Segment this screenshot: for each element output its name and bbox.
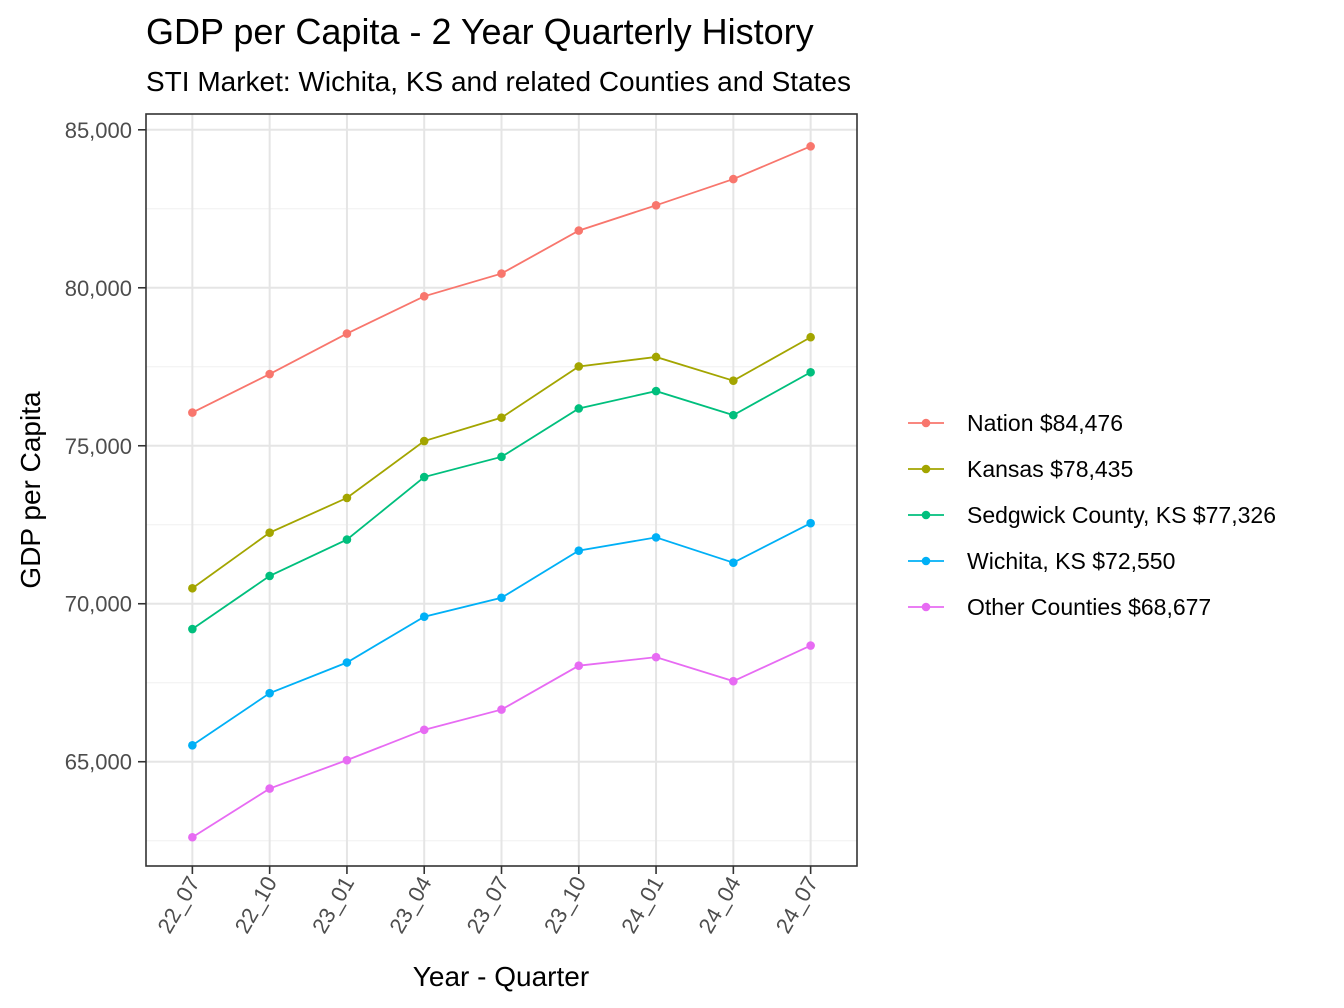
data-point: [419, 612, 429, 622]
series-0: [188, 142, 815, 417]
y-tick-label: 80,000: [65, 276, 132, 301]
y-axis-title: GDP per Capita: [15, 391, 46, 589]
data-point: [342, 755, 352, 765]
legend-key-point: [921, 418, 931, 428]
y-tick-label: 85,000: [65, 118, 132, 143]
y-tick-label: 75,000: [65, 434, 132, 459]
legend-label: Wichita, KS $72,550: [967, 548, 1175, 574]
series-4: [188, 641, 815, 842]
data-point: [651, 352, 661, 362]
legend-label: Other Counties $68,677: [967, 594, 1211, 620]
data-point: [806, 641, 815, 650]
data-point: [497, 593, 506, 603]
series-1: [188, 332, 815, 593]
legend-item: Other Counties $68,677: [908, 594, 1211, 620]
y-tick-label: 70,000: [65, 592, 132, 617]
legend-label: Kansas $78,435: [967, 456, 1133, 482]
data-point: [729, 558, 738, 567]
data-point: [265, 369, 274, 379]
legend-key-point: [921, 464, 931, 474]
data-point: [497, 452, 506, 462]
x-axis: 22_07 22_10 23_01 23_04 23_07 23_10 24_01 24_04…: [152, 866, 823, 937]
legend-key-point: [921, 510, 931, 520]
data-point: [342, 329, 352, 338]
data-point: [574, 362, 584, 371]
legend-item: Wichita, KS $72,550: [908, 548, 1175, 574]
data-point: [188, 583, 197, 593]
data-point: [651, 386, 661, 396]
data-point: [419, 472, 429, 482]
series-2: [188, 367, 815, 634]
x-tick-label: 23_01: [307, 872, 359, 937]
data-point: [729, 676, 738, 686]
data-point: [188, 741, 197, 750]
data-point: [342, 535, 352, 544]
data-point: [188, 832, 197, 842]
data-point: [574, 226, 584, 235]
chart-title: GDP per Capita - 2 Year Quarterly Histor…: [146, 11, 814, 52]
data-point: [651, 201, 661, 210]
x-tick-label: 22_10: [230, 872, 282, 937]
data-point: [265, 528, 274, 537]
data-point: [574, 546, 584, 555]
legend: Nation $84,476 Kansas $78,435 Sedgwick Cou…: [908, 410, 1276, 620]
data-point: [729, 174, 738, 184]
data-point: [419, 436, 429, 446]
series-layer: [188, 142, 815, 842]
y-tick-label: 65,000: [65, 750, 132, 775]
data-point: [497, 413, 506, 422]
x-tick-label: 23_04: [384, 872, 436, 937]
series-3: [188, 518, 815, 750]
legend-label: Nation $84,476: [967, 410, 1123, 436]
legend-key-point: [921, 556, 931, 566]
data-point: [419, 725, 429, 735]
data-point: [188, 408, 197, 417]
x-tick-label: 24_01: [616, 872, 668, 937]
data-point: [265, 784, 274, 793]
x-axis-title: Year - Quarter: [413, 961, 589, 992]
data-point: [729, 410, 738, 420]
data-point: [497, 269, 506, 278]
x-tick-label: 22_07: [152, 872, 204, 937]
legend-item: Sedgwick County, KS $77,326: [908, 502, 1276, 528]
data-point: [729, 376, 738, 385]
data-point: [419, 292, 429, 301]
data-point: [574, 404, 584, 413]
data-point: [651, 533, 661, 542]
data-point: [342, 658, 352, 667]
legend-item: Nation $84,476: [908, 410, 1123, 436]
y-axis: 65,000 70,000 75,000 80,000 85,000: [65, 118, 146, 775]
legend-label: Sedgwick County, KS $77,326: [967, 502, 1276, 528]
data-point: [188, 624, 197, 634]
legend-key-point: [921, 602, 931, 612]
data-point: [651, 652, 661, 662]
data-point: [497, 705, 506, 714]
x-tick-label: 24_04: [693, 872, 745, 937]
data-point: [806, 142, 815, 151]
data-point: [265, 688, 274, 698]
data-point: [265, 571, 274, 581]
chart-subtitle: STI Market: Wichita, KS and related Coun…: [146, 66, 851, 97]
data-point: [806, 518, 815, 528]
x-tick-label: 23_10: [539, 872, 591, 937]
legend-item: Kansas $78,435: [908, 456, 1133, 482]
data-point: [342, 493, 352, 503]
data-point: [806, 367, 815, 377]
x-tick-label: 23_07: [462, 872, 514, 937]
data-point: [574, 661, 584, 670]
x-tick-label: 24_07: [771, 872, 823, 937]
grid-lines: [146, 114, 857, 866]
data-point: [806, 332, 815, 342]
